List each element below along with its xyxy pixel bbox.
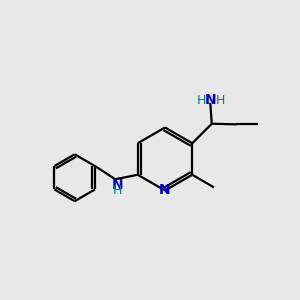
- Text: H: H: [196, 94, 206, 107]
- Text: N: N: [159, 184, 171, 197]
- Text: N: N: [112, 178, 123, 192]
- Text: H: H: [112, 184, 122, 197]
- Text: H: H: [216, 94, 225, 107]
- Text: N: N: [205, 93, 217, 107]
